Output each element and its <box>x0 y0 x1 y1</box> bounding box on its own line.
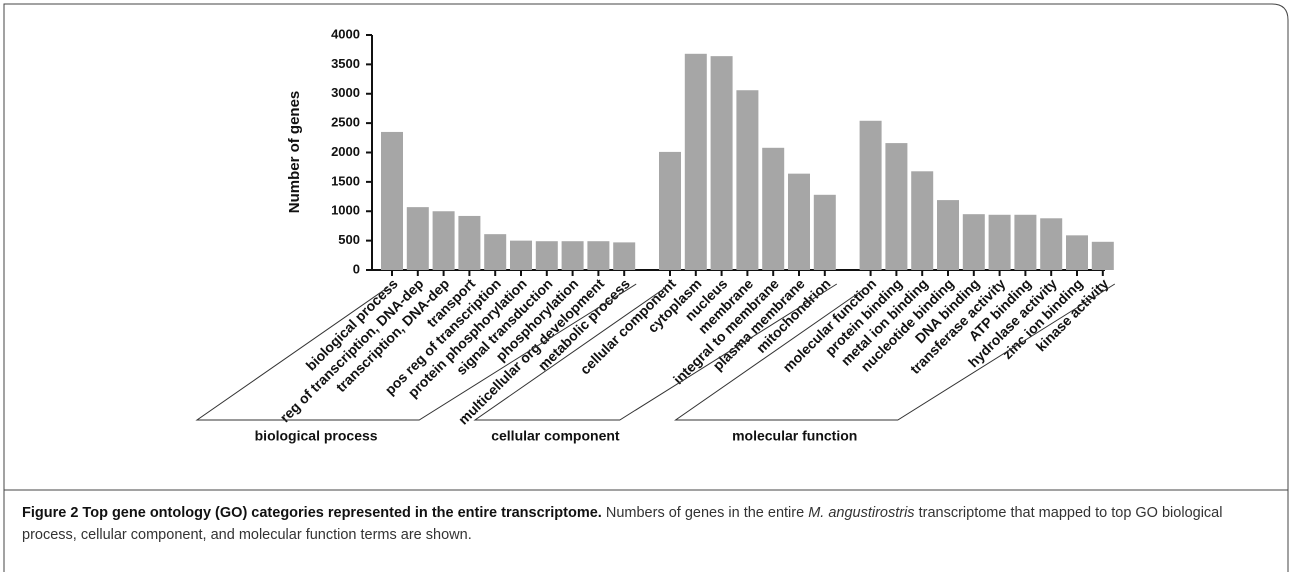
bar <box>587 241 610 270</box>
group-bracket <box>674 283 1116 421</box>
bar <box>535 241 558 270</box>
y-tick-label: 1000 <box>331 203 360 218</box>
y-tick-label: 3000 <box>331 85 360 100</box>
caption-text: Numbers of genes in the entire <box>605 505 805 521</box>
frame <box>3 3 1289 572</box>
bar <box>1014 214 1037 270</box>
bar <box>432 211 455 270</box>
bar <box>381 131 403 270</box>
y-tick-label: 4000 <box>331 26 360 41</box>
caption-text: transcriptome that mapped to top GO biol… <box>22 505 1223 543</box>
caption-label: Figure 2 Top gene ontology (GO) categori… <box>22 505 602 521</box>
bar <box>788 173 810 270</box>
group-bracket <box>195 283 637 421</box>
group-label: molecular function <box>732 428 857 444</box>
bar <box>813 194 836 270</box>
caption: Figure 2 Top gene ontology (GO) categori… <box>22 502 1272 546</box>
bar <box>911 171 934 270</box>
y-tick-label: 2500 <box>331 115 360 130</box>
x-tick-label: reg of transcription, DNA-dep <box>277 275 427 425</box>
bar <box>859 120 882 271</box>
bar <box>1066 235 1088 270</box>
bar <box>885 143 908 270</box>
bar <box>561 241 584 270</box>
bar <box>988 214 1011 270</box>
bar <box>458 215 481 270</box>
bar <box>484 234 507 270</box>
bar <box>962 214 985 270</box>
bar <box>684 53 707 270</box>
y-tick-label: 3500 <box>331 56 360 71</box>
bar <box>510 240 532 270</box>
y-tick-label: 500 <box>338 232 360 247</box>
bar <box>736 90 759 270</box>
bar <box>1040 218 1063 270</box>
y-tick-label: 2000 <box>331 144 360 159</box>
bar <box>613 242 636 270</box>
y-axis-title: Number of genes <box>286 91 303 214</box>
bar <box>659 151 681 270</box>
bar <box>1091 241 1114 270</box>
caption-species: M. angustirostris <box>808 505 915 521</box>
bar <box>762 147 785 270</box>
group-label: biological process <box>255 428 378 444</box>
bar <box>710 56 733 271</box>
group-bracket <box>473 283 838 421</box>
group-label: cellular component <box>491 428 620 444</box>
y-tick-label: 0 <box>353 261 360 276</box>
y-tick-label: 1500 <box>331 173 360 188</box>
bar <box>937 200 959 270</box>
bar <box>406 207 429 270</box>
